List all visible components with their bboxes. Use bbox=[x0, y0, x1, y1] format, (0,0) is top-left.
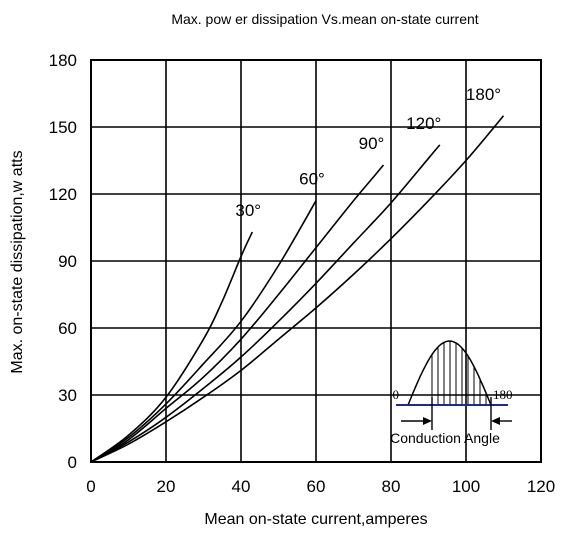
curve-label-3: 120° bbox=[406, 114, 441, 133]
curve-label-2: 90° bbox=[359, 134, 385, 153]
series-line-3 bbox=[90, 144, 441, 463]
y-tick-label: 0 bbox=[68, 453, 77, 472]
inset-angle-start: 0 bbox=[393, 387, 400, 402]
y-tick-label: 90 bbox=[58, 252, 77, 271]
inset-arrowhead-right bbox=[491, 417, 500, 425]
x-axis-label: Mean on-state current,amperes bbox=[204, 511, 427, 528]
x-tick-label: 20 bbox=[157, 477, 176, 496]
x-tick-label: 40 bbox=[232, 477, 251, 496]
y-tick-label: 60 bbox=[58, 319, 77, 338]
chart-title: Max. pow er dissipation Vs.mean on-state… bbox=[171, 11, 478, 27]
y-axis-label: Max. on-state dissipation,w atts bbox=[9, 150, 26, 373]
curve-label-4: 180° bbox=[466, 85, 501, 104]
inset-arrowhead-left bbox=[423, 417, 432, 425]
curve-label-0: 30° bbox=[235, 201, 261, 220]
y-tick-label: 150 bbox=[49, 118, 77, 137]
conduction-angle-inset: 0 180 Conduction Angle bbox=[390, 340, 513, 446]
sine-wave bbox=[407, 340, 492, 406]
x-tick-label: 0 bbox=[86, 477, 95, 496]
series-line-0 bbox=[90, 231, 254, 463]
x-tick-label: 60 bbox=[307, 477, 326, 496]
series-line-4 bbox=[90, 115, 505, 463]
tick-labels: 0 20 40 60 80 100 120 0 30 60 90 120 150 180 bbox=[49, 51, 556, 496]
y-tick-label: 30 bbox=[58, 386, 77, 405]
grid bbox=[90, 59, 542, 463]
curve-labels: 30° 60° 90° 120° 180° bbox=[235, 85, 501, 220]
x-tick-label: 80 bbox=[382, 477, 401, 496]
y-tick-label: 180 bbox=[49, 51, 77, 70]
x-tick-label: 120 bbox=[527, 477, 555, 496]
series-group bbox=[90, 115, 505, 463]
series-line-1 bbox=[90, 200, 317, 463]
inset-angle-end: 180 bbox=[493, 387, 513, 402]
curve-label-1: 60° bbox=[299, 170, 325, 189]
plot-frame bbox=[90, 59, 542, 463]
conduction-angle-label: Conduction Angle bbox=[390, 430, 500, 446]
y-tick-label: 120 bbox=[49, 185, 77, 204]
series-line-2 bbox=[90, 164, 385, 463]
x-tick-label: 100 bbox=[452, 477, 480, 496]
